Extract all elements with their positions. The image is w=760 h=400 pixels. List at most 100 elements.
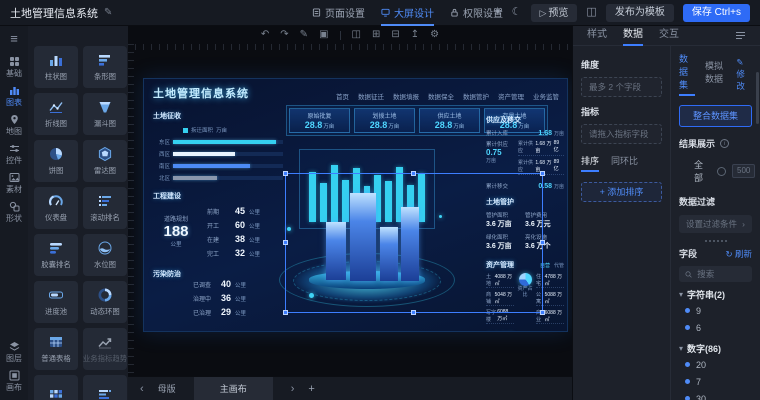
field-item[interactable]: 30 xyxy=(679,390,752,400)
palette-item-capsule-ranking[interactable]: 胶囊排名 xyxy=(34,234,78,276)
save-button[interactable]: 保存 Ctrl+s xyxy=(682,3,750,22)
field-group-strings[interactable]: ▾ 字符串(2) xyxy=(679,289,726,300)
asset-tab[interactable]: 代管 xyxy=(553,263,564,269)
tab-style[interactable]: 样式 xyxy=(587,28,607,40)
dashboard-nav-item[interactable]: 数据管护 xyxy=(463,94,489,101)
palette-item-table[interactable]: 普通表格 xyxy=(34,328,78,370)
group-icon[interactable]: ⊞ xyxy=(371,29,381,40)
radio-count[interactable] xyxy=(717,166,727,176)
palette-item-bar-chart[interactable]: 条形图 xyxy=(83,46,127,88)
inspector-tabs: 样式 数据 交互 xyxy=(573,26,760,46)
publish-template-button[interactable]: 发布为模板 xyxy=(605,3,674,22)
field-item[interactable]: 20 xyxy=(679,356,752,373)
stat-row: 在建 38 公里 xyxy=(207,234,261,244)
edit-title-icon[interactable]: ✎ xyxy=(104,7,113,18)
rail-item-canvas[interactable]: 画布 xyxy=(0,367,28,396)
field-search-input[interactable] xyxy=(697,269,746,279)
rail-item-charts[interactable]: 图表 xyxy=(0,82,28,111)
tab-page-settings[interactable]: 页面设置 xyxy=(312,0,365,26)
lock-icon[interactable]: ▣ xyxy=(319,29,329,40)
topbar-actions: ☀ ☾ ▷ 预览 ◫ 发布为模板 保存 Ctrl+s xyxy=(492,3,750,22)
export-icon[interactable]: ↥ xyxy=(410,29,420,40)
menu-icon[interactable]: ≡ xyxy=(10,31,18,46)
prev-page-icon[interactable]: ‹ xyxy=(140,382,144,395)
chevron-right-icon: › xyxy=(742,219,745,229)
selection-handle[interactable] xyxy=(411,310,416,315)
main-canvas-tab[interactable]: 主画布 xyxy=(193,376,273,400)
fullscreen-icon[interactable]: ◫ xyxy=(586,6,597,18)
asset-tab[interactable]: 自营 xyxy=(539,263,550,269)
refresh-fields-link[interactable]: ↻ 刷新 xyxy=(725,248,752,259)
next-page-icon[interactable]: › xyxy=(290,382,295,395)
dimension-dropzone[interactable]: 最多 2 个字段 xyxy=(581,77,662,97)
palette-item-dynamic-ring[interactable]: 动态环图 xyxy=(83,281,127,323)
inspector-panel: 样式 数据 交互 维度 最多 2 个字段 指标 请拖入指标字段 排序 同环比 +… xyxy=(572,26,760,400)
dashboard-nav-item[interactable]: 数据填报 xyxy=(393,94,419,101)
rail-item-widgets[interactable]: 控件 xyxy=(0,140,28,169)
palette-item-water-level[interactable]: 水位图 xyxy=(83,234,127,276)
palette-item-column-chart[interactable]: 柱状图 xyxy=(34,46,78,88)
scrollbar-thumb[interactable] xyxy=(756,72,759,124)
field-search[interactable] xyxy=(679,266,752,282)
master-page-tab[interactable]: 母版 xyxy=(157,384,176,394)
palette-item-line-chart[interactable]: 折线图 xyxy=(34,93,78,135)
palette-item-trend[interactable]: 业务指标趋势 xyxy=(83,328,127,370)
tab-screen-design[interactable]: 大屏设计 xyxy=(381,0,434,26)
drag-handle[interactable] xyxy=(704,240,728,242)
tab-sort[interactable]: 排序 xyxy=(581,154,600,172)
dataset-button[interactable]: 整合数据集 xyxy=(679,105,752,127)
dashboard-nav-item[interactable]: 首页 xyxy=(336,94,349,101)
tab-dataset[interactable]: 数据集 xyxy=(679,52,695,96)
design-canvas[interactable]: ↶ ↷ ✎ ▣ ◫ ⊞ ⊟ ↥ ⚙ 土地管理信息系统 首页 数据征迁 数据填报 … xyxy=(128,26,572,400)
copy-icon[interactable]: ◫ xyxy=(351,29,361,40)
tab-mock-data[interactable]: 模拟数据 xyxy=(704,60,723,84)
settings-icon[interactable]: ⚙ xyxy=(430,29,440,40)
theme-dark-icon[interactable]: ☾ xyxy=(511,6,522,18)
horizontal-bar-chart[interactable]: 东区 西区 南区 北区 xyxy=(153,138,283,182)
tab-permission-settings[interactable]: 权限设置 xyxy=(450,0,503,26)
theme-light-icon[interactable]: ☀ xyxy=(492,6,503,18)
rail-item-map[interactable]: 地图 xyxy=(0,111,28,140)
palette-item-partial[interactable] xyxy=(83,375,127,400)
edit-dataset-link[interactable]: ✎ 修改 xyxy=(736,56,745,91)
metric-dropzone[interactable]: 请拖入指标字段 xyxy=(581,124,662,144)
field-item[interactable]: 6 xyxy=(679,319,752,336)
redo-icon[interactable]: ↷ xyxy=(280,29,289,40)
palette-item-scroll-ranking[interactable]: 滚动排名 xyxy=(83,187,127,229)
field-group-numbers[interactable]: ▾ 数字(86) xyxy=(679,343,722,354)
panel-list-icon[interactable] xyxy=(735,30,746,41)
palette-item-funnel-chart[interactable]: 漏斗图 xyxy=(83,93,127,135)
palette-item-gauge[interactable]: 仪表盘 xyxy=(34,187,78,229)
dashboard-nav-item[interactable]: 资产管理 xyxy=(498,94,524,101)
filter-input[interactable]: 设置过滤条件 › xyxy=(679,215,752,233)
field-item[interactable]: 7 xyxy=(679,373,752,390)
capsule-chart-icon xyxy=(50,243,62,254)
palette-item-partial[interactable] xyxy=(34,375,78,400)
dashboard-nav-item[interactable]: 数据征迁 xyxy=(358,94,384,101)
palette-item-radar-chart[interactable]: 雷达图 xyxy=(83,140,127,182)
add-sort-button[interactable]: + 添加排序 xyxy=(581,182,662,202)
count-input[interactable]: 500 xyxy=(732,164,756,178)
undo-icon[interactable]: ↶ xyxy=(260,29,270,40)
tab-interaction[interactable]: 交互 xyxy=(659,28,679,40)
delete-icon[interactable]: ⊟ xyxy=(391,29,400,40)
bar-row: 西区 xyxy=(153,150,283,158)
dashboard-preview[interactable]: 土地管理信息系统 首页 数据征迁 数据填报 数据保全 数据管护 资产管理 业务监… xyxy=(143,78,568,332)
rail-item-shapes[interactable]: 形状 xyxy=(0,198,28,227)
field-item[interactable]: 9 xyxy=(679,302,752,319)
dashboard-nav-item[interactable]: 数据保全 xyxy=(428,94,454,101)
tab-compare[interactable]: 同环比 xyxy=(611,156,639,166)
tab-data[interactable]: 数据 xyxy=(623,26,643,46)
rail-item-basic[interactable]: 基础 xyxy=(0,53,28,82)
rail-item-assets[interactable]: 素材 xyxy=(0,169,28,198)
metric-label: 指标 xyxy=(581,107,600,117)
dashboard-nav-item[interactable]: 业务监管 xyxy=(533,94,559,101)
rail-item-layers[interactable]: 图层 xyxy=(0,338,28,367)
palette-item-progress-pool[interactable]: 进度池 xyxy=(34,281,78,323)
format-brush-icon[interactable]: ✎ xyxy=(299,29,309,40)
selection-handle[interactable] xyxy=(283,310,288,315)
palette-item-pie-chart[interactable]: 饼图 xyxy=(34,140,78,182)
add-page-icon[interactable]: + xyxy=(308,382,315,395)
preview-button[interactable]: ▷ 预览 xyxy=(530,3,578,22)
field-dot-icon xyxy=(685,308,690,313)
